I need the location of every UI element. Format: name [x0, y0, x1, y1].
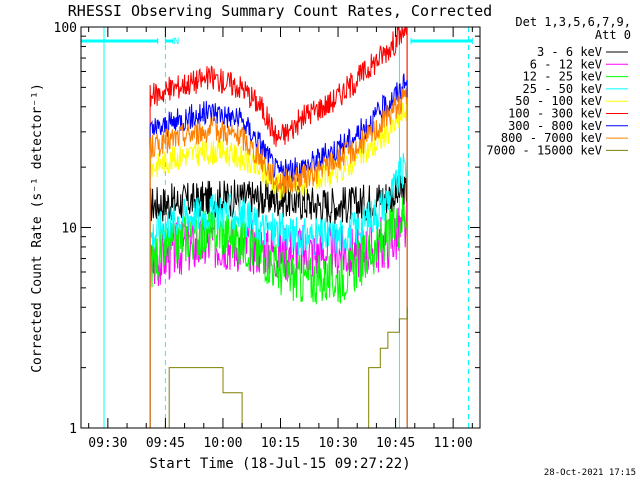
y-tick-label-100: 100 [54, 21, 77, 36]
legend-label-8: 7000 - 15000 keV [486, 143, 602, 157]
y-tick-label-10: 10 [61, 222, 77, 237]
legend-header-line-1: Det 1,3,5,6,7,9, [515, 15, 631, 29]
y-axis-ticks: 1 10 100 [54, 21, 480, 437]
legend-label-6: 300 - 800 keV [508, 119, 602, 133]
series-layer [149, 27, 408, 428]
x-tick-label-0945: 09:45 [146, 436, 185, 451]
x-tick-label-1015: 10:15 [261, 436, 300, 451]
legend-header-line-2: Att 0 [595, 28, 631, 42]
legend-label-3: 25 - 50 keV [523, 82, 602, 96]
x-tick-label-1030: 10:30 [318, 436, 357, 451]
legend-label-0: 3 - 6 keV [537, 45, 602, 59]
series-line-5 [149, 27, 408, 428]
series-line-8 [168, 307, 408, 428]
flag-bar-label: N [174, 37, 179, 47]
x-tick-label-1100: 11:00 [434, 436, 473, 451]
y-axis-label: Corrected Count Rate (s⁻¹ detector⁻¹) [30, 83, 45, 373]
x-tick-label-1045: 10:45 [376, 436, 415, 451]
legend-label-5: 100 - 300 keV [508, 107, 602, 121]
x-axis-label: Start Time (18-Jul-15 09:27:22) [149, 456, 410, 472]
chart-title: RHESSI Observing Summary Count Rates, Co… [68, 2, 492, 20]
series-line-7 [149, 88, 408, 428]
legend-label-1: 6 - 12 keV [530, 57, 602, 71]
x-tick-label-1000: 10:00 [203, 436, 242, 451]
legend-label-2: 12 - 25 keV [523, 70, 602, 84]
series-line-2 [149, 197, 408, 428]
legend-label-4: 50 - 100 keV [515, 94, 602, 108]
legend-label-7: 800 - 7000 keV [501, 131, 602, 145]
x-axis-ticks: 09:30 09:45 10:00 10:15 10:30 10:45 11:00 [88, 27, 473, 451]
x-tick-label-0930: 09:30 [88, 436, 127, 451]
footer-timestamp: 28-Oct-2021 17:15 [544, 468, 636, 478]
y-tick-label-1: 1 [69, 422, 77, 437]
flag-bar: N [80, 37, 473, 47]
series-line-4 [149, 98, 408, 428]
series-line-3 [149, 152, 408, 428]
